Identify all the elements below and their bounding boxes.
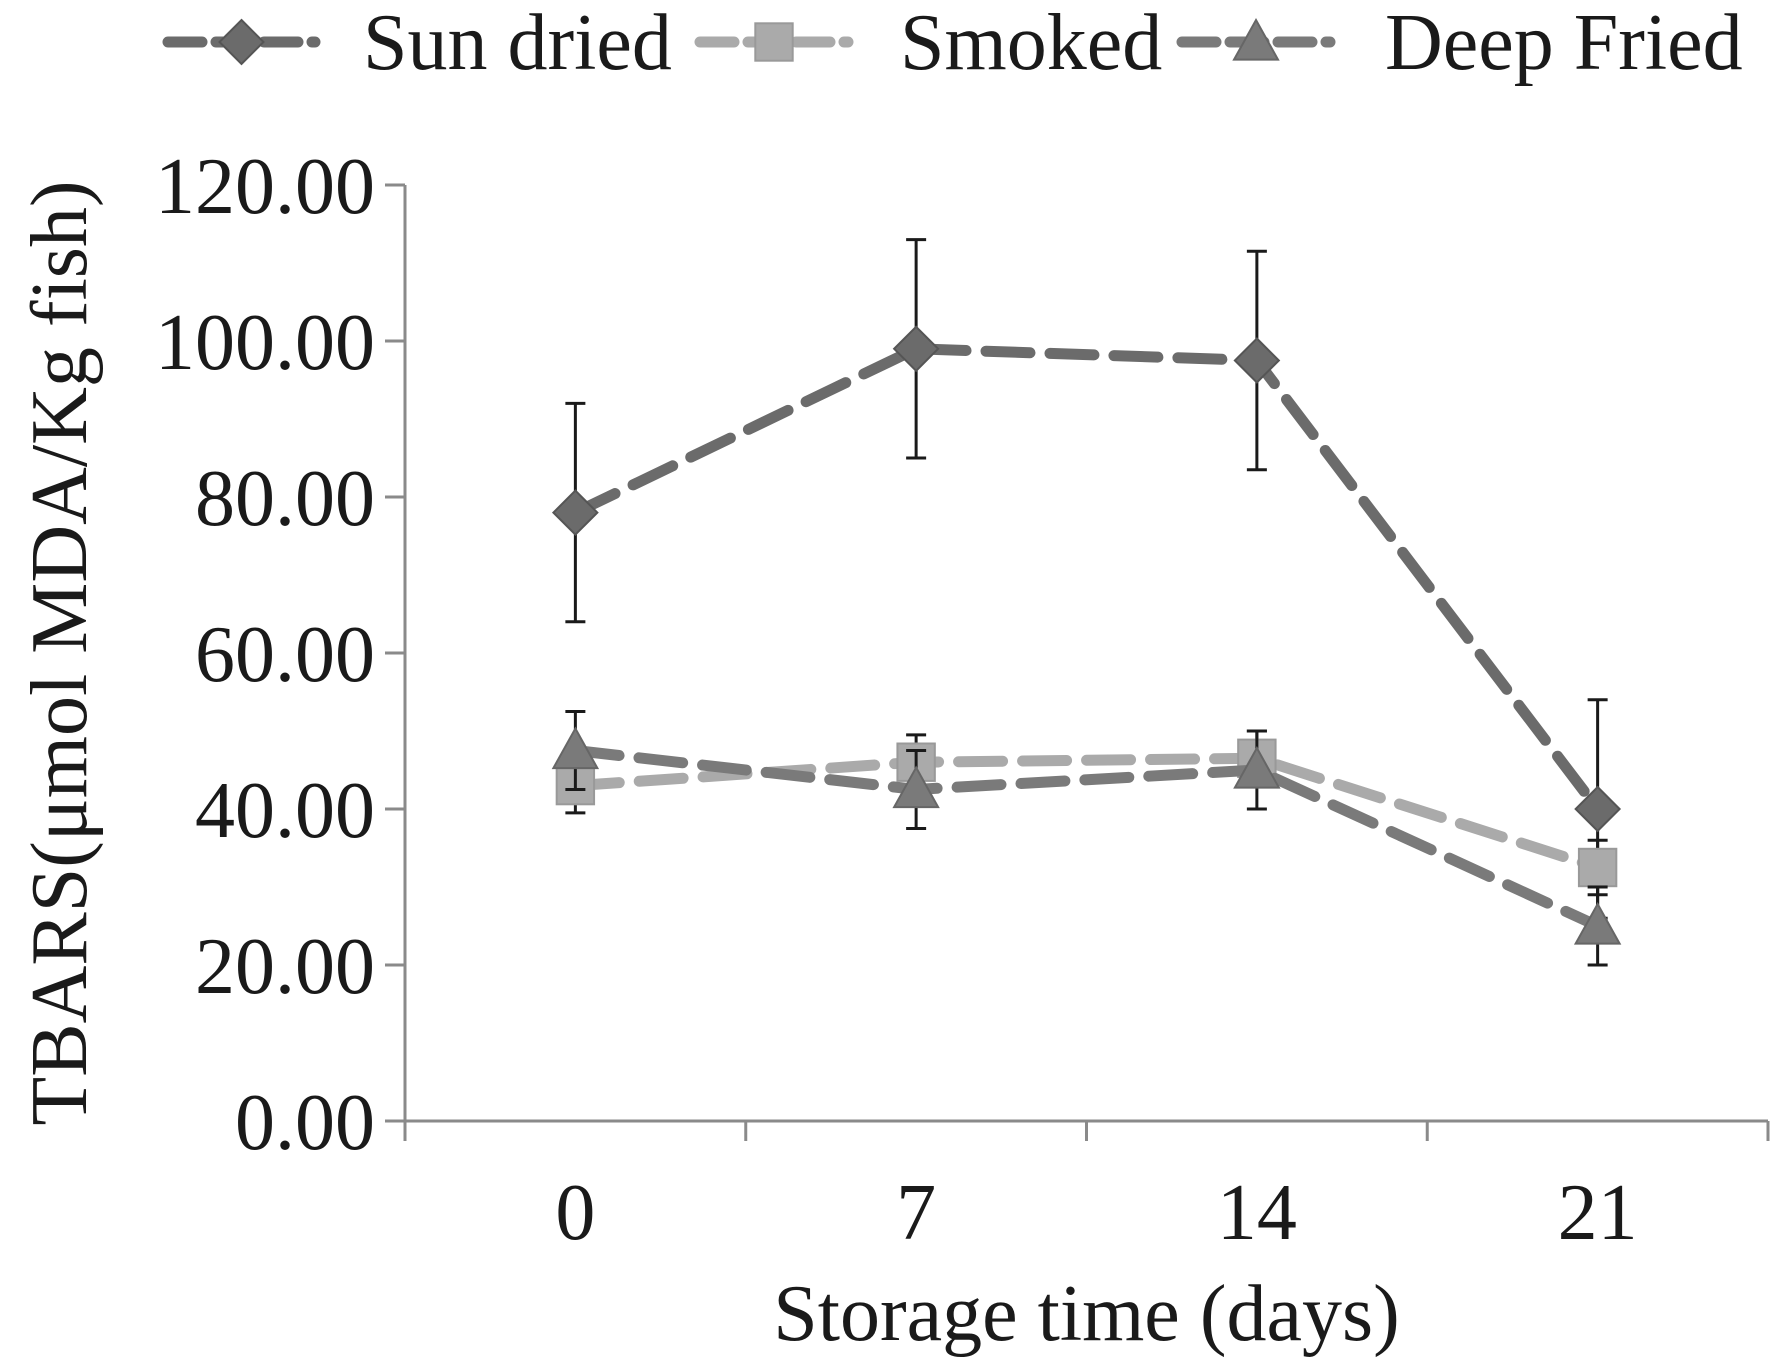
y-ticks: 0.00 20.00 40.00 60.00 80.00 100.00 120.00 <box>155 143 405 1167</box>
x-axis-title: Storage time (days) <box>773 1270 1399 1358</box>
sun-dried-line <box>569 343 1604 815</box>
series-smoked <box>555 729 1618 897</box>
sun-dried-point <box>551 489 599 537</box>
legend-label-sun-dried: Sun dried <box>363 0 672 87</box>
y-tick-label: 20.00 <box>195 923 375 1011</box>
deep-fried-point <box>892 765 940 809</box>
y-tick-label: 60.00 <box>195 611 375 699</box>
y-tick-label: 100.00 <box>155 299 375 387</box>
deep-fried-line <box>569 745 1604 932</box>
deep-fried-point <box>551 726 600 770</box>
x-tick-label: 14 <box>1217 1169 1297 1257</box>
legend-item-deep-fried: Deep Fried <box>1176 0 1743 87</box>
axes <box>385 185 1768 1123</box>
legend-label-deep-fried: Deep Fried <box>1385 0 1743 87</box>
y-tick-label: 80.00 <box>195 455 375 543</box>
legend-label-smoked: Smoked <box>900 0 1162 87</box>
legend-item-sun-dried: Sun dried <box>162 0 672 87</box>
legend-marker-sun-dried <box>218 18 265 66</box>
legend-marker-smoked <box>754 22 794 62</box>
series-sun-dried <box>551 238 1622 920</box>
x-tick-label: 0 <box>555 1169 595 1257</box>
smoked-point <box>1577 847 1618 888</box>
y-tick-label: 120.00 <box>155 143 375 231</box>
series-deep-fried <box>551 710 1622 967</box>
deep-fried-point <box>1233 745 1281 789</box>
y-tick-label: 40.00 <box>195 767 375 855</box>
sun-dried-point <box>1574 785 1622 833</box>
sun-dried-point <box>892 325 940 373</box>
y-axis-title: TBARS(μmol MDA/Kg fish) <box>16 180 104 1125</box>
legend-item-smoked: Smoked <box>694 0 1162 87</box>
legend: Sun dried Smoked Deep Fried <box>162 0 1743 87</box>
x-ticks: 0 7 14 21 <box>403 1121 1770 1257</box>
sun-dried-point <box>1233 337 1281 384</box>
plot-area <box>551 238 1622 967</box>
deep-fried-point <box>1573 901 1622 945</box>
legend-marker-deep-fried <box>1232 17 1280 61</box>
x-tick-label: 21 <box>1558 1169 1638 1257</box>
y-tick-label: 0.00 <box>235 1079 375 1167</box>
x-tick-label: 7 <box>896 1169 936 1257</box>
